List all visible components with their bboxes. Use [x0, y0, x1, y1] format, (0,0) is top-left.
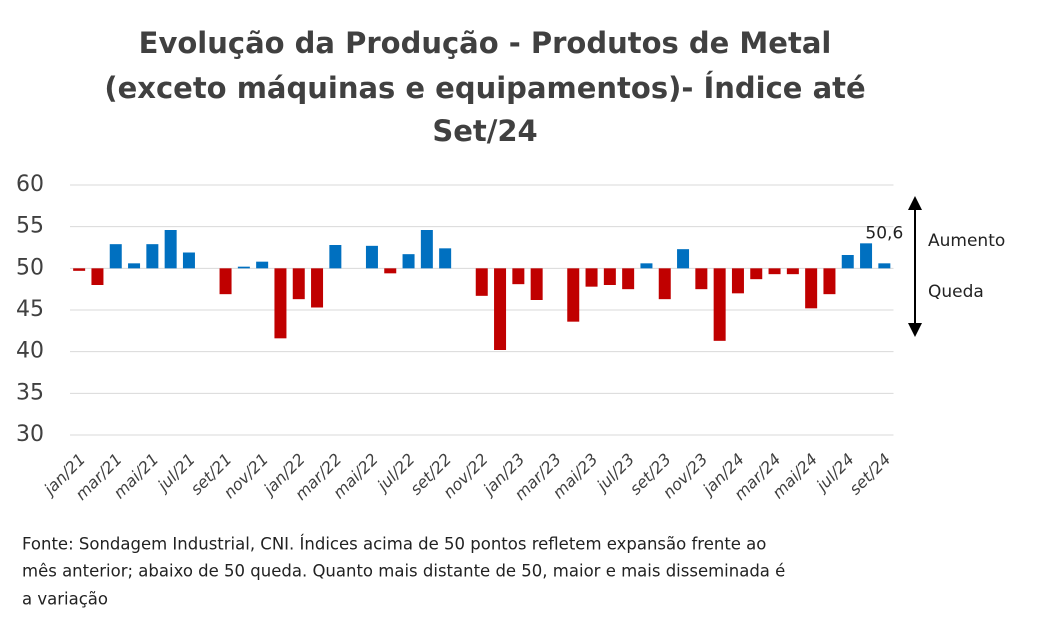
- bar: [823, 268, 836, 295]
- footnote: mês anterior; abaixo de 50 queda. Quanto…: [22, 562, 785, 581]
- bar: [256, 261, 269, 269]
- bar: [164, 230, 177, 269]
- annotation: Queda: [928, 282, 984, 302]
- bar: [658, 268, 671, 300]
- chart-title: Evolução da Produção - Produtos de Metal: [139, 26, 832, 60]
- footnote: Fonte: Sondagem Industrial, CNI. Índices…: [22, 535, 766, 554]
- y-tick-label: 40: [16, 339, 44, 364]
- bar: [384, 268, 397, 274]
- bar: [878, 263, 891, 269]
- bar: [750, 268, 763, 280]
- bar: [475, 268, 488, 296]
- bar: [365, 245, 378, 269]
- bar: [530, 268, 543, 300]
- bar: [494, 268, 507, 350]
- bar: [420, 230, 433, 269]
- bar: [292, 268, 305, 300]
- bar: [731, 268, 744, 294]
- y-tick-label: 60: [16, 172, 44, 197]
- bar: [860, 243, 873, 269]
- bar: [768, 268, 781, 275]
- data-label: 50,6: [865, 223, 903, 243]
- bar: [311, 268, 324, 308]
- chart-title: (exceto máquinas e equipamentos)- Índice…: [104, 71, 865, 105]
- y-tick-label: 45: [16, 297, 44, 322]
- x-tick-label: set/24: [845, 450, 894, 499]
- chart-title: Set/24: [432, 114, 537, 148]
- y-tick-label: 55: [16, 214, 44, 239]
- bar: [567, 268, 580, 322]
- y-tick-label: 50: [16, 255, 44, 280]
- bar: [640, 263, 653, 269]
- bar: [237, 266, 250, 269]
- bar: [512, 268, 525, 285]
- bar: [329, 245, 342, 269]
- bar: [677, 249, 690, 269]
- annotation: Aumento: [928, 231, 1005, 251]
- bar: [805, 268, 818, 309]
- footnote: a variação: [22, 590, 108, 609]
- bar: [713, 268, 726, 341]
- bar: [603, 268, 616, 285]
- bar: [182, 252, 195, 269]
- bar: [219, 268, 232, 295]
- bar: [146, 244, 159, 269]
- y-tick-label: 35: [16, 380, 44, 405]
- bar: [585, 268, 598, 287]
- y-tick-label: 30: [16, 422, 44, 447]
- bar: [786, 268, 799, 275]
- bar: [402, 254, 415, 269]
- bar: [841, 255, 854, 269]
- bar: [109, 244, 122, 269]
- bar: [695, 268, 708, 290]
- bar: [622, 268, 635, 290]
- bar: [91, 268, 104, 285]
- bar: [274, 268, 287, 339]
- bar: [128, 263, 141, 269]
- bar: [439, 248, 452, 269]
- bar: [73, 268, 86, 271]
